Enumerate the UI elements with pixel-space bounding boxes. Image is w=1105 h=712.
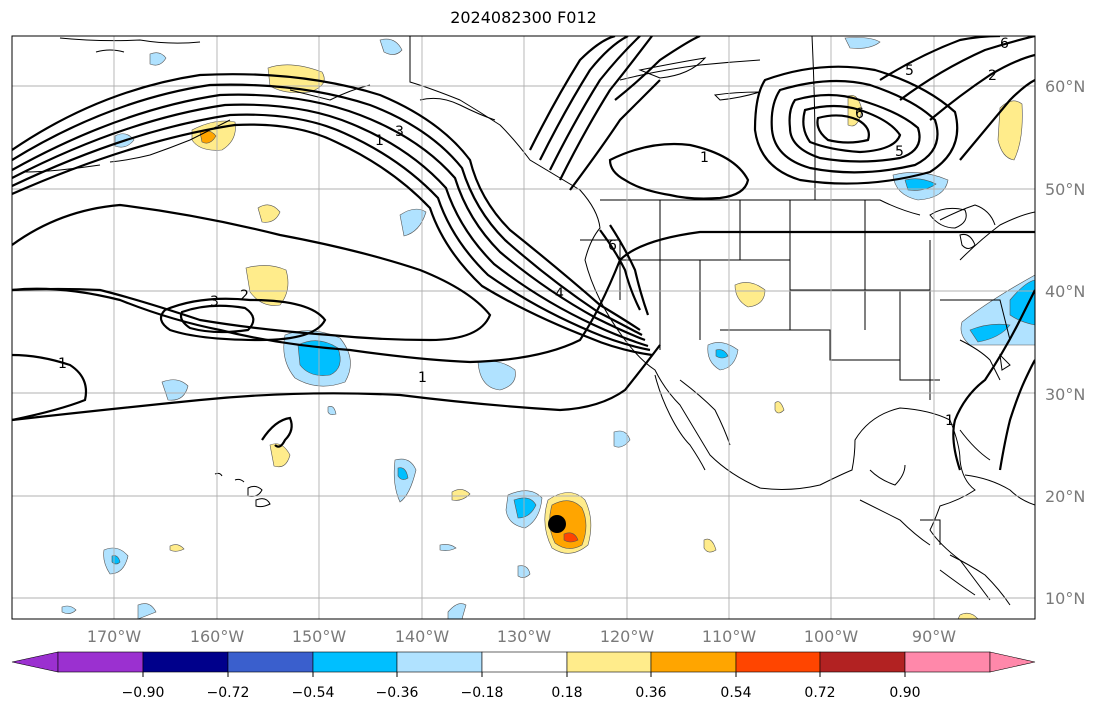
- lon-label: 100°W: [804, 627, 859, 646]
- negative-anomaly: [379, 38, 403, 55]
- colorbar-segment: [819, 651, 906, 673]
- negative-anomaly: [447, 603, 467, 619]
- contour-label: 6: [608, 238, 617, 254]
- contour-label: 2: [988, 68, 997, 84]
- contour-label: 1: [945, 413, 954, 429]
- colorbar-segment: [57, 651, 144, 673]
- colorbar-segment: [396, 651, 483, 673]
- colorbar-tick-label: −0.90: [122, 685, 165, 701]
- positive-anomaly: [549, 500, 587, 549]
- negative-anomaly: [327, 406, 337, 415]
- lat-label: 30°N: [1045, 385, 1085, 404]
- lat-label: 20°N: [1045, 487, 1085, 506]
- contour-lines: [12, 36, 1035, 471]
- contour-label: 3: [395, 124, 404, 140]
- lon-label: 110°W: [702, 627, 757, 646]
- positive-anomaly: [997, 100, 1023, 161]
- lon-label: 140°W: [395, 627, 450, 646]
- negative-anomaly: [969, 323, 1011, 343]
- lat-label: 10°N: [1045, 589, 1085, 608]
- colorbar-tick-label: 0.54: [720, 685, 751, 701]
- negative-anomaly: [399, 208, 427, 237]
- colorbar-tick-label: −0.36: [376, 685, 419, 701]
- colorbar-tick-label: −0.54: [292, 685, 335, 701]
- negative-anomaly: [477, 360, 516, 391]
- contour-label: 1: [375, 133, 384, 149]
- map-title: 2024082300 F012: [450, 8, 597, 27]
- colorbar: [11, 651, 1036, 673]
- latitude-labels: 60°N 50°N 40°N 30°N 20°N 10°N: [1045, 77, 1085, 608]
- lat-label: 40°N: [1045, 282, 1085, 301]
- map-border: [11, 35, 1036, 620]
- shaded-anomaly-regions: [61, 37, 1035, 619]
- contour-label: 4: [555, 286, 564, 302]
- negative-anomaly: [439, 544, 457, 551]
- grid-lines: [12, 36, 1035, 619]
- negative-anomaly: [61, 605, 77, 614]
- colorbar-segment: [227, 651, 314, 673]
- negative-anomaly: [149, 52, 167, 66]
- lon-label: 90°W: [912, 627, 956, 646]
- contour-label: 2: [240, 288, 249, 304]
- colorbar-segment: [989, 651, 1036, 673]
- colorbar-tick-label: 0.36: [635, 685, 666, 701]
- negative-anomaly: [397, 467, 409, 480]
- colorbar-tick-label: 0.90: [889, 685, 920, 701]
- positive-anomaly: [774, 401, 785, 414]
- colorbar-tick-label: 0.18: [551, 685, 582, 701]
- colorbar-segment: [650, 651, 737, 673]
- colorbar-tick-label: 0.72: [804, 685, 835, 701]
- contour-label: 1: [700, 150, 709, 166]
- lon-label: 120°W: [600, 627, 655, 646]
- longitude-labels: 170°W 160°W 150°W 140°W 130°W 120°W 110°…: [87, 627, 956, 646]
- positive-anomaly: [451, 489, 471, 501]
- colorbar-tick-label: −0.18: [461, 685, 504, 701]
- colorbar-ticks: −0.90 −0.72 −0.54 −0.36 −0.18 0.18 0.36 …: [122, 685, 921, 701]
- storm-center-marker: [548, 515, 566, 533]
- colorbar-tick-marks: [142, 672, 906, 677]
- negative-anomaly: [161, 379, 189, 401]
- contour-label: 6: [1000, 36, 1009, 52]
- colorbar-tick-label: −0.72: [207, 685, 250, 701]
- contour-label: 1: [58, 356, 67, 372]
- negative-anomaly: [513, 497, 537, 519]
- lon-label: 160°W: [190, 627, 245, 646]
- colorbar-segment: [312, 651, 398, 673]
- coastlines: [24, 36, 1035, 606]
- negative-anomaly: [137, 603, 157, 619]
- lat-label: 60°N: [1045, 77, 1085, 96]
- lon-label: 150°W: [292, 627, 347, 646]
- positive-anomaly: [563, 532, 579, 543]
- contour-label: 3: [210, 294, 219, 310]
- negative-anomaly: [613, 430, 631, 448]
- lon-label: 130°W: [497, 627, 552, 646]
- contour-label: 5: [905, 63, 914, 79]
- positive-anomaly: [169, 544, 185, 552]
- colorbar-segment: [566, 651, 652, 673]
- colorbar-segment: [481, 651, 568, 673]
- contour-labels: 1 1 1 1 1 2 2 3 3 4 5 5 6 6 6: [58, 36, 1009, 429]
- contour-label: 6: [855, 106, 864, 122]
- positive-anomaly: [703, 538, 717, 553]
- contour-label: 1: [418, 370, 427, 386]
- lat-label: 50°N: [1045, 180, 1085, 199]
- negative-anomaly: [904, 178, 937, 191]
- positive-anomaly: [957, 612, 979, 619]
- lon-label: 170°W: [87, 627, 142, 646]
- negative-anomaly: [715, 349, 729, 359]
- negative-anomaly: [844, 37, 881, 49]
- colorbar-segment: [904, 651, 991, 673]
- positive-anomaly: [734, 282, 766, 308]
- positive-anomaly: [257, 204, 281, 223]
- colorbar-segment: [735, 651, 821, 673]
- colorbar-segment: [11, 651, 59, 673]
- positive-anomaly: [269, 443, 291, 468]
- colorbar-segment: [142, 651, 229, 673]
- contour-label: 5: [895, 144, 904, 160]
